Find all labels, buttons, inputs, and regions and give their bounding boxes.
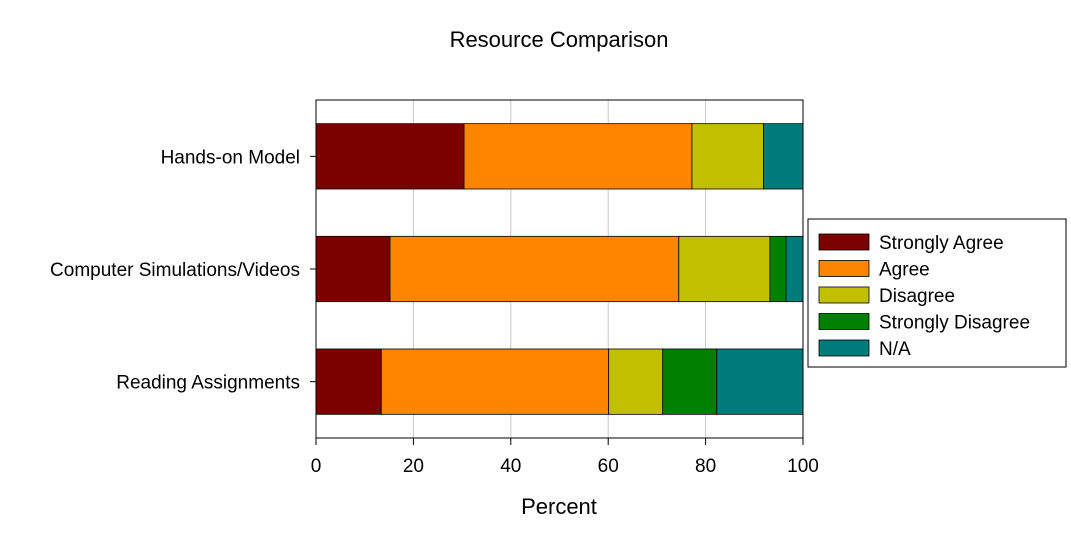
- category-label: Computer Simulations/Videos: [50, 260, 300, 281]
- x-tick-label: 40: [500, 456, 521, 477]
- legend-label: Agree: [879, 260, 930, 281]
- x-axis-title: Percent: [521, 494, 597, 519]
- x-tick-label: 60: [598, 456, 619, 477]
- category-label: Reading Assignments: [116, 373, 300, 394]
- x-tick-label: 0: [311, 456, 322, 477]
- bar-segment: [785, 235, 804, 303]
- category-labels: Hands-on Model Computer Simulations/Video…: [50, 147, 316, 394]
- bar-segment: [769, 235, 787, 303]
- legend-swatch: [818, 286, 870, 304]
- bar-segment: [315, 348, 382, 415]
- x-axis-ticks: 0 20 40 60 80 100: [311, 438, 819, 477]
- legend-swatch: [818, 313, 870, 330]
- bar-segment: [608, 348, 664, 415]
- bar-segment: [678, 235, 771, 303]
- bars: [315, 123, 804, 415]
- x-tick-label: 20: [403, 456, 424, 477]
- legend-swatch: [818, 233, 870, 251]
- bar-segment: [662, 348, 718, 415]
- bar-segment: [763, 123, 804, 190]
- x-tick-label: 100: [787, 456, 819, 477]
- bar-segment: [380, 348, 610, 415]
- legend-swatch: [818, 339, 870, 357]
- bar-segment: [389, 235, 680, 303]
- bar-segment: [463, 123, 693, 190]
- bar-segment: [315, 235, 391, 303]
- x-tick-label: 80: [695, 456, 716, 477]
- legend-label: N/A: [879, 339, 911, 360]
- legend-label: Disagree: [879, 286, 955, 307]
- bar-segment: [315, 123, 465, 190]
- category-label: Hands-on Model: [161, 147, 300, 168]
- chart-title: Resource Comparison: [450, 27, 669, 52]
- bar-segment: [691, 123, 764, 190]
- legend: Strongly Agree Agree Disagree Strongly Disa…: [807, 218, 1067, 368]
- bar-segment: [716, 348, 804, 415]
- legend-label: Strongly Agree: [879, 233, 1004, 254]
- legend-label: Strongly Disagree: [879, 313, 1030, 334]
- legend-swatch: [818, 260, 870, 277]
